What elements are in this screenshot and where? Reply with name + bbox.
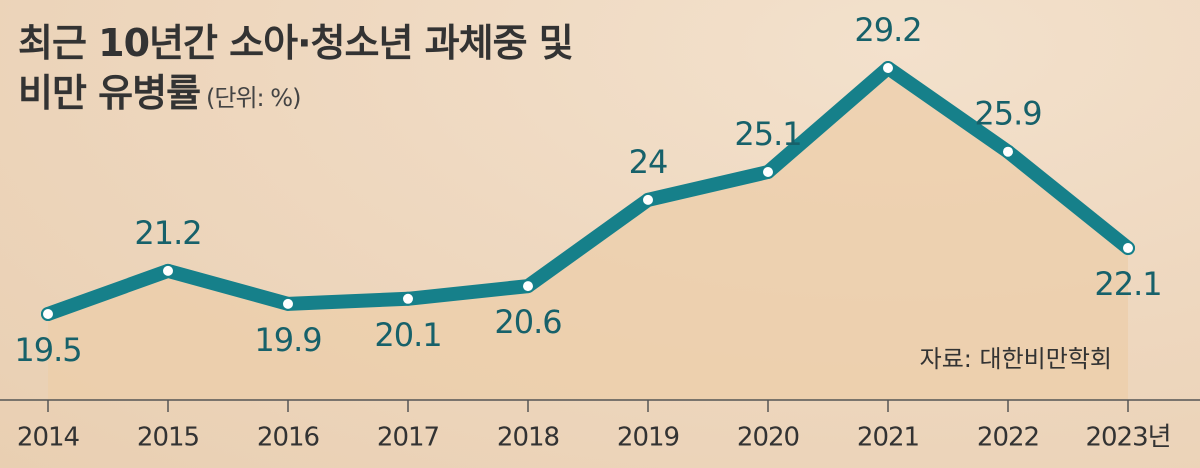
x-tick-label: 2021 (857, 423, 919, 453)
source: 자료: 대한비만학회 (920, 345, 1112, 373)
title-text: 최근 10년간 소아·청소년 과체중 및 비만 유병률 (18, 21, 574, 115)
point (1001, 144, 1015, 159)
value-label: 24 (629, 143, 668, 181)
x-tick-label: 2019 (617, 423, 679, 453)
value-label: 25.9 (974, 95, 1041, 133)
x-tick-label: 2017 (377, 423, 439, 453)
value-label: 25.1 (734, 115, 801, 153)
chart-title: 최근 10년간 소아·청소년 과체중 및 비만 유병률 (단위: %) (18, 18, 574, 123)
line (41, 61, 1135, 321)
x-tick-label: 2014 (17, 423, 80, 453)
value-label: 19.9 (254, 321, 321, 359)
x-tick-label: 2020 (737, 423, 799, 453)
x-tick-label: 2023년 (1085, 423, 1170, 453)
point (881, 61, 895, 75)
point (641, 192, 655, 207)
x-tick-label: 2015 (137, 423, 199, 453)
point (761, 164, 775, 179)
point (41, 307, 55, 321)
point (521, 279, 535, 294)
x-tick-label: 2018 (497, 423, 559, 453)
point (281, 296, 295, 311)
value-label: 21.2 (134, 214, 201, 252)
x-tick-label: 2016 (257, 423, 319, 453)
point (1121, 241, 1135, 256)
subtitle: (단위: %) (206, 84, 301, 112)
value-label: 19.5 (14, 331, 81, 369)
point (161, 263, 175, 278)
value-label: 29.2 (854, 11, 921, 49)
value-label: 20.6 (494, 303, 561, 341)
x-tick-label: 2022 (977, 423, 1039, 453)
value-label: 22.1 (1094, 265, 1161, 303)
area (48, 68, 1128, 400)
value-label: 20.1 (374, 316, 441, 354)
point (401, 291, 415, 306)
